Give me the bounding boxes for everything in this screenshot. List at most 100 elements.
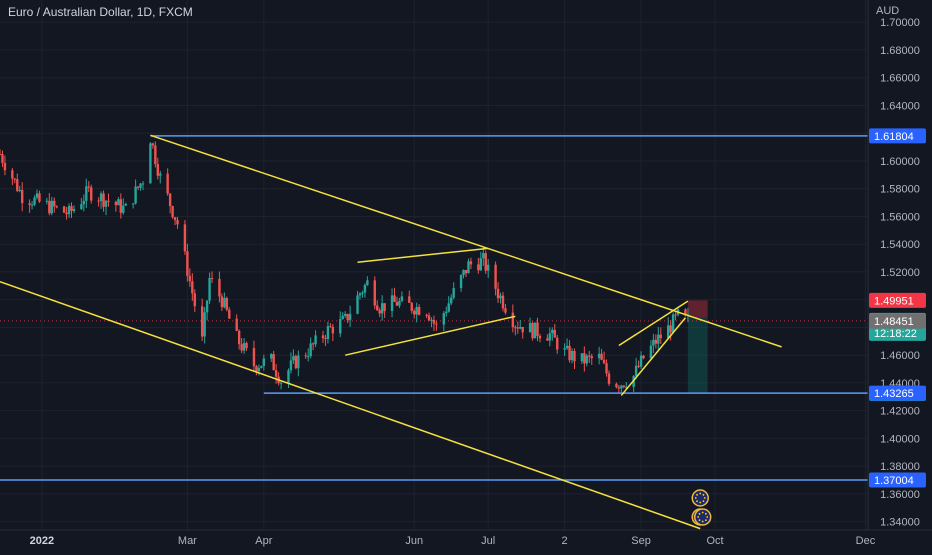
candle-body bbox=[309, 343, 312, 357]
candle-body bbox=[425, 314, 428, 316]
candle-body bbox=[102, 193, 105, 207]
candle-body bbox=[136, 186, 140, 188]
candle-body bbox=[53, 200, 56, 207]
candle-body bbox=[252, 348, 256, 367]
candle-body bbox=[131, 203, 135, 205]
candle-body bbox=[556, 337, 559, 350]
candle-body bbox=[45, 200, 49, 202]
time-tick-label: Dec bbox=[856, 535, 876, 547]
candle-body bbox=[205, 300, 209, 313]
candle-body bbox=[637, 365, 640, 367]
candle-body bbox=[13, 178, 16, 180]
eu-flag-icon[interactable] bbox=[693, 508, 712, 526]
horizontal-levels[interactable] bbox=[0, 135, 868, 481]
candle-body bbox=[134, 186, 137, 204]
candle-body bbox=[272, 354, 275, 371]
candle-body bbox=[494, 264, 497, 289]
candle-body bbox=[220, 296, 224, 308]
candle-body bbox=[287, 370, 290, 383]
candle-body bbox=[225, 297, 229, 310]
short-position-tool[interactable] bbox=[0, 300, 868, 394]
price-tick-label: 1.60000 bbox=[880, 156, 920, 168]
candle-body bbox=[173, 217, 177, 221]
candle-body bbox=[122, 205, 125, 213]
trend-line-triangle-upper[interactable] bbox=[357, 247, 489, 263]
candle-body bbox=[55, 206, 58, 208]
candle-body bbox=[11, 170, 14, 179]
candle-body bbox=[176, 220, 179, 225]
time-tick-label: Jul bbox=[481, 535, 495, 547]
candle-body bbox=[255, 366, 258, 372]
candle-body bbox=[548, 333, 552, 341]
candle-body bbox=[383, 303, 386, 311]
candle-body bbox=[114, 201, 118, 206]
candle-body bbox=[376, 305, 379, 311]
trend-line-wedge-lower[interactable] bbox=[620, 317, 687, 396]
currency-label: AUD bbox=[876, 5, 899, 17]
candle-body bbox=[519, 326, 522, 329]
candle-body bbox=[464, 269, 468, 274]
price-tick-label: 1.54000 bbox=[880, 239, 920, 251]
candle-body bbox=[85, 186, 88, 201]
trend-line-triangle-lower[interactable] bbox=[345, 315, 516, 356]
candle-body bbox=[666, 325, 670, 339]
price-tick-label: 1.34000 bbox=[880, 517, 920, 529]
candle-body bbox=[477, 264, 480, 271]
candle-body bbox=[499, 295, 502, 299]
candle-body bbox=[568, 345, 571, 361]
candle-body bbox=[563, 348, 566, 350]
candle-body bbox=[430, 319, 433, 321]
level-2-label-bg bbox=[869, 385, 926, 401]
eu-flag-icon[interactable] bbox=[691, 489, 709, 507]
candle-body bbox=[659, 334, 662, 339]
candle-body bbox=[642, 355, 645, 359]
candle-body bbox=[395, 301, 399, 306]
candle-body bbox=[408, 296, 411, 303]
candle-body bbox=[452, 288, 455, 298]
candle-body bbox=[639, 355, 643, 367]
candle-body bbox=[0, 154, 2, 156]
position-target-zone[interactable] bbox=[687, 317, 708, 394]
level-2-label: 1.43265 bbox=[874, 388, 914, 400]
position-stop-zone[interactable] bbox=[687, 300, 708, 318]
candle-body bbox=[435, 323, 438, 325]
candle-body bbox=[445, 311, 448, 314]
candle-body bbox=[329, 326, 332, 328]
trend-line-channel-lower[interactable] bbox=[0, 280, 701, 530]
time-axis-bg[interactable] bbox=[0, 530, 932, 550]
candle-body bbox=[228, 309, 231, 319]
candle-body bbox=[260, 365, 263, 368]
candle-body bbox=[528, 323, 532, 333]
prev-close-label: 1.48451 bbox=[874, 316, 914, 328]
trend-lines[interactable] bbox=[0, 134, 782, 530]
candle-body bbox=[514, 327, 517, 329]
level-3-label: 1.37004 bbox=[874, 475, 914, 487]
candle-body bbox=[565, 345, 569, 349]
candle-body bbox=[218, 278, 221, 297]
candle-body bbox=[20, 189, 24, 204]
candle-body bbox=[479, 258, 482, 271]
candle-body bbox=[432, 319, 436, 324]
prev-close-label-bg bbox=[869, 313, 926, 329]
candle-body bbox=[240, 344, 243, 351]
candle-body bbox=[257, 367, 261, 372]
candle-body bbox=[511, 312, 515, 328]
candle-body bbox=[358, 293, 362, 296]
candle-body bbox=[634, 365, 638, 376]
candle-body bbox=[486, 264, 490, 271]
candle-body bbox=[669, 325, 672, 333]
event-markers[interactable] bbox=[691, 489, 712, 526]
candle-body bbox=[536, 322, 539, 336]
price-axis-bg[interactable] bbox=[868, 0, 932, 530]
candle-body bbox=[521, 326, 524, 333]
candle-body bbox=[484, 253, 487, 271]
candle-body bbox=[366, 280, 369, 286]
time-tick-label: Oct bbox=[706, 535, 723, 547]
trend-line-channel-upper[interactable] bbox=[150, 134, 782, 348]
trend-line-wedge-upper[interactable] bbox=[618, 300, 689, 347]
time-axis[interactable]: 2022 Mar Apr Jun Jul 2 Sep Oct Dec bbox=[30, 535, 876, 547]
time-tick-label: 2022 bbox=[30, 535, 54, 547]
candle-body bbox=[321, 335, 325, 339]
